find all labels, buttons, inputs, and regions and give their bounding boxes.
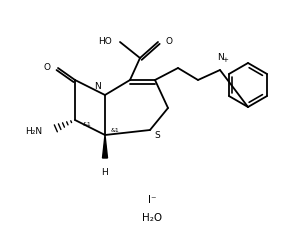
Text: HO: HO: [98, 38, 112, 47]
Text: I⁻: I⁻: [148, 195, 156, 205]
Text: N: N: [217, 53, 223, 62]
Text: N: N: [94, 82, 101, 91]
Polygon shape: [102, 135, 108, 158]
Text: S: S: [154, 132, 160, 141]
Text: H: H: [102, 168, 108, 177]
Text: &1: &1: [83, 122, 92, 128]
Text: &1: &1: [111, 129, 120, 134]
Text: H₂N: H₂N: [25, 128, 42, 137]
Text: +: +: [222, 57, 228, 63]
Text: H₂O: H₂O: [142, 213, 162, 223]
Text: O: O: [165, 38, 172, 47]
Text: O: O: [44, 64, 51, 73]
